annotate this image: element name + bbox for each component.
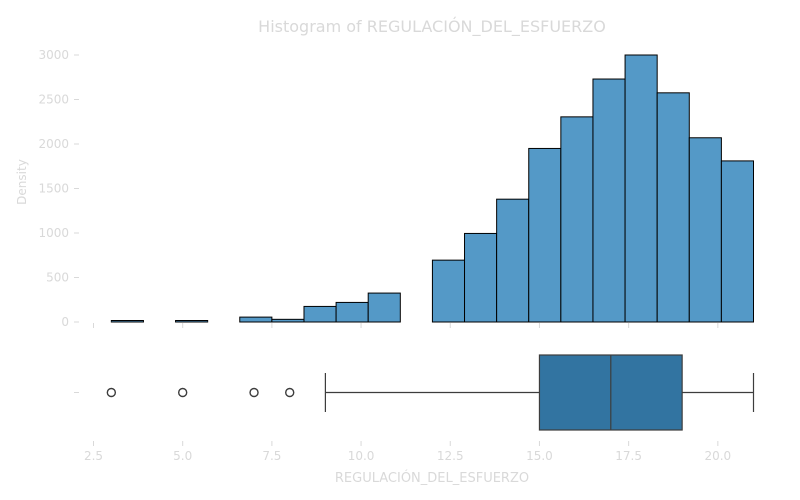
histogram-x-ticks: [93, 323, 719, 328]
histogram-bars: [110, 54, 755, 323]
histogram-bar: [431, 259, 466, 323]
chart-title: Histogram of REGULACIÓN_DEL_ESFUERZO: [258, 17, 606, 37]
outlier-point: [285, 387, 295, 398]
histogram-bar: [688, 137, 722, 323]
y-axis-label: Density: [15, 159, 29, 205]
outlier-point: [177, 387, 188, 398]
x-tick-label: 17.5: [615, 449, 642, 463]
y-tick-label: 3000: [38, 48, 69, 62]
histogram-bar: [335, 301, 369, 323]
histogram-bar: [720, 160, 755, 323]
histogram-bar: [528, 147, 562, 323]
x-tick-label: 12.5: [437, 449, 464, 463]
histogram-bar: [175, 320, 209, 323]
outlier-point: [106, 387, 117, 398]
histogram-bar: [110, 320, 144, 323]
x-axis-label: REGULACIÓN_DEL_ESFUERZO: [335, 470, 529, 486]
y-tick-label: 2000: [38, 137, 69, 151]
x-tick-label: 15.0: [526, 449, 553, 463]
x-tick-label: 2.5: [84, 449, 103, 463]
boxplot: [74, 354, 755, 431]
histogram-bar: [496, 198, 530, 323]
y-tick-label: 2500: [38, 93, 69, 107]
x-tick-label: 5.0: [173, 449, 192, 463]
histogram-bar: [367, 292, 401, 323]
y-tick-label: 1500: [38, 182, 69, 196]
outlier-point: [249, 387, 259, 398]
x-tick-label: 10.0: [348, 449, 375, 463]
x-tick-label: 20.0: [704, 449, 731, 463]
histogram-bar: [464, 232, 498, 323]
histogram-bar: [656, 92, 690, 323]
histogram-bar: [239, 316, 273, 323]
x-axis: 2.5 5.0 7.5 10.0 12.5 15.0 17.5 20.0: [84, 441, 731, 463]
histogram-bar: [271, 318, 305, 323]
y-tick-label: 500: [46, 271, 69, 285]
histogram-bar: [624, 54, 658, 323]
y-axis: 0 500 1000 1500 2000 2500 3000: [38, 48, 79, 329]
histogram-bar: [303, 305, 337, 323]
x-tick-label: 7.5: [262, 449, 281, 463]
histogram-bar: [560, 116, 594, 323]
histogram-bar: [592, 78, 626, 323]
y-tick-label: 1000: [38, 226, 69, 240]
y-tick-label: 0: [61, 315, 69, 329]
